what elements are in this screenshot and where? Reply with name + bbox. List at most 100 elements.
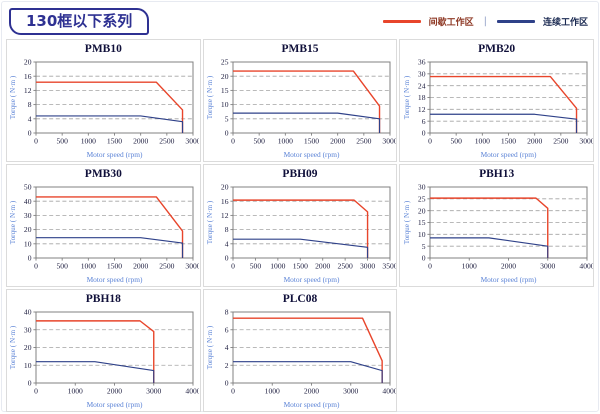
y-tick-label: 15 — [418, 218, 426, 227]
chart-panel-PBH18: PBH18 0 1000 2000 3000 4000 0 10 20 30 40 Motor spe… — [6, 289, 201, 412]
x-tick-label: 3000 — [360, 262, 375, 271]
x-tick-label: 3000 — [146, 387, 161, 396]
y-tick-label: 30 — [24, 325, 32, 334]
y-tick-label: 6 — [421, 117, 425, 126]
series-intermittent — [429, 75, 577, 133]
header: 130框以下系列 间歇工作区 | 连续工作区 — [6, 6, 594, 36]
series-intermittent — [36, 320, 155, 383]
series-intermittent — [36, 196, 184, 258]
y-tick-label: 36 — [418, 58, 426, 67]
y-tick-label: 2 — [225, 361, 229, 370]
x-tick-label: 2500 — [356, 137, 371, 146]
series-continuous — [429, 237, 548, 258]
series-continuous — [429, 113, 577, 133]
x-axis-label: Motor speed (rpm) — [284, 275, 340, 284]
y-tick-label: 16 — [221, 197, 229, 206]
x-tick-label: 0 — [428, 137, 432, 146]
chart-panel-PMB10: PMB10 0 500 1000 1500 2000 2500 3000 0 4 8 12 16 20 Mo… — [6, 39, 201, 162]
y-tick-label: 25 — [221, 58, 229, 67]
legend: 间歇工作区 | 连续工作区 — [382, 15, 588, 28]
torque-speed-chart: 0 1000 2000 3000 4000 0 10 20 30 40 Motor speed (r… — [9, 308, 200, 409]
x-tick-label: 3000 — [186, 137, 200, 146]
y-tick-label: 40 — [24, 308, 32, 317]
x-tick-label: 2000 — [133, 137, 148, 146]
x-tick-label: 1000 — [474, 137, 489, 146]
y-axis-label: Torque ( N·m ) — [206, 200, 214, 244]
x-tick-label: 0 — [231, 137, 235, 146]
y-tick-label: 0 — [225, 129, 229, 138]
y-tick-label: 20 — [24, 58, 32, 67]
torque-speed-chart: 0 1000 2000 3000 4000 0 2 4 6 8 Motor speed (rpm) T… — [206, 308, 396, 409]
x-tick-label: 3000 — [579, 137, 593, 146]
y-tick-label: 4 — [225, 239, 229, 248]
chart-panel-PMB20: PMB20 0 500 1000 1500 2000 2500 3000 0 6 12 18 24 30 3… — [399, 39, 594, 162]
chart-panel-PBH13: PBH13 0 1000 2000 3000 4000 0 5 10 15 20 25 30 Motor … — [399, 164, 594, 287]
y-tick-label: 12 — [221, 211, 229, 220]
x-tick-label: 0 — [34, 387, 38, 396]
torque-speed-chart: 0 1000 2000 3000 4000 0 5 10 15 20 25 30 Motor speed… — [403, 183, 593, 284]
x-tick-label: 1000 — [265, 387, 280, 396]
x-tick-label: 0 — [231, 387, 235, 396]
y-tick-label: 0 — [28, 129, 32, 138]
x-tick-label: 3500 — [382, 262, 396, 271]
x-tick-label: 1000 — [81, 262, 96, 271]
series-continuous — [36, 361, 155, 383]
y-tick-label: 30 — [418, 183, 426, 192]
y-tick-label: 50 — [24, 183, 32, 192]
plot-frame — [232, 186, 391, 259]
x-tick-label: 3000 — [186, 262, 200, 271]
y-axis-label: Torque ( N·m ) — [206, 325, 214, 369]
x-tick-label: 1500 — [107, 137, 122, 146]
continuous-legend-line-icon — [496, 19, 535, 23]
y-tick-label: 0 — [225, 379, 229, 388]
y-tick-label: 0 — [28, 254, 32, 263]
continuous-legend-label: 连续工作区 — [542, 17, 588, 28]
y-tick-label: 5 — [421, 242, 425, 251]
x-tick-label: 4000 — [186, 387, 200, 396]
x-axis-label: Motor speed (rpm) — [480, 275, 536, 284]
x-tick-label: 2500 — [160, 262, 175, 271]
x-tick-label: 0 — [34, 262, 38, 271]
x-tick-label: 2000 — [330, 137, 345, 146]
chart-panel-PLC08: PLC08 0 1000 2000 3000 4000 0 2 4 6 8 Motor speed (… — [202, 289, 398, 412]
series-intermittent — [429, 197, 549, 258]
y-tick-label: 12 — [418, 105, 426, 114]
y-tick-label: 16 — [24, 72, 32, 81]
x-tick-label: 1000 — [461, 262, 476, 271]
y-tick-label: 10 — [24, 361, 32, 370]
y-axis-label: Torque ( N·m ) — [206, 75, 214, 119]
chart-panel-PBH09: PBH09 0 500 1000 1500 2000 2500 3000 3500 0 4 8 12 16… — [202, 164, 398, 287]
torque-speed-chart: 0 500 1000 1500 2000 2500 3000 0 5 10 15 20 25 Motor … — [206, 58, 396, 159]
x-tick-label: 1000 — [270, 262, 285, 271]
x-tick-label: 4000 — [579, 262, 593, 271]
x-tick-label: 2000 — [315, 262, 330, 271]
y-tick-label: 20 — [221, 183, 229, 192]
series-continuous — [36, 237, 184, 258]
series-intermittent — [232, 199, 369, 258]
x-tick-label: 1500 — [304, 137, 319, 146]
chart-title: PLC08 — [282, 293, 318, 305]
series-intermittent — [36, 81, 184, 133]
chart-title: PBH18 — [85, 293, 121, 305]
y-tick-label: 4 — [28, 114, 32, 123]
chart-title: PMB10 — [84, 43, 122, 55]
intermittent-legend-line-icon — [382, 19, 421, 23]
series-continuous — [232, 112, 381, 133]
x-tick-label: 2000 — [501, 262, 516, 271]
x-tick-label: 2500 — [553, 137, 568, 146]
y-tick-label: 10 — [24, 239, 32, 248]
x-tick-label: 500 — [250, 262, 262, 271]
torque-speed-chart: 0 500 1000 1500 2000 2500 3000 0 10 20 30 40 50 Motor… — [9, 183, 200, 284]
x-axis-label: Motor speed (rpm) — [87, 400, 143, 409]
y-tick-label: 8 — [225, 308, 229, 317]
torque-speed-chart: 0 500 1000 1500 2000 2500 3000 0 4 8 12 16 20 Motor s… — [9, 58, 200, 159]
plot-frame — [232, 61, 391, 134]
x-tick-label: 2500 — [338, 262, 353, 271]
y-tick-label: 20 — [24, 343, 32, 352]
legend-separator: | — [483, 15, 487, 27]
intermittent-legend-label: 间歇工作区 — [428, 17, 474, 28]
y-tick-label: 4 — [225, 343, 229, 352]
chart-title: PMB15 — [281, 43, 319, 55]
chart-title: PMB20 — [478, 43, 516, 55]
y-tick-label: 20 — [221, 72, 229, 81]
